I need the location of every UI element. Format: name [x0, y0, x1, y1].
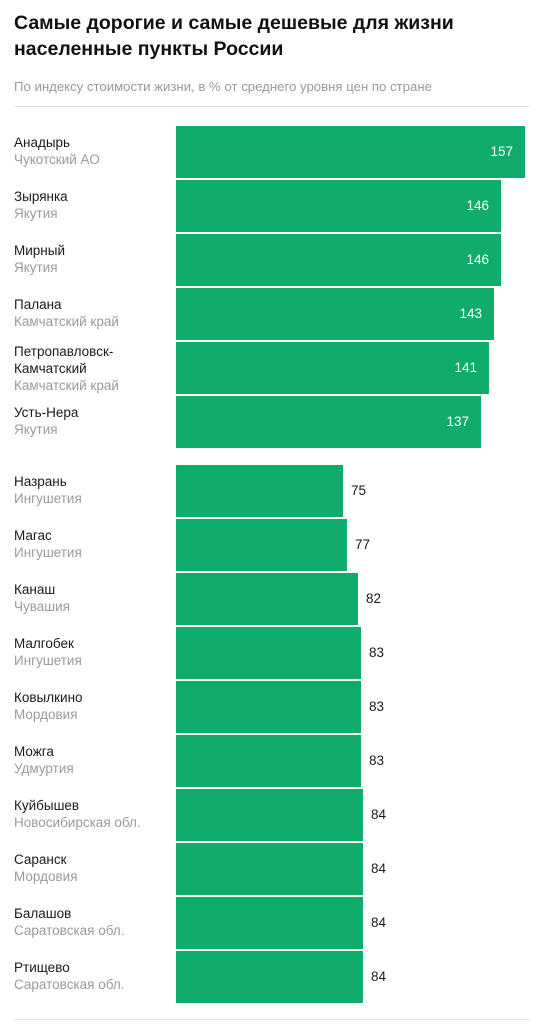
city-label: Можга [14, 744, 54, 759]
chart-title: Самые дорогие и самые дешевые для жизни … [14, 12, 454, 60]
bar-1-6 [176, 789, 363, 841]
region-label: Ингушетия [14, 491, 82, 506]
value-label: 146 [466, 198, 489, 213]
bar-0-3 [176, 288, 494, 340]
region-label: Чукотский АО [14, 152, 100, 167]
bar-1-2 [176, 573, 358, 625]
city-label: Канаш [14, 582, 56, 597]
value-label: 84 [371, 807, 387, 822]
value-label: 84 [371, 915, 387, 930]
region-label: Саратовская обл. [14, 977, 125, 992]
city-label: Магас [14, 528, 52, 543]
city-label: Зырянка [14, 189, 68, 204]
value-label: 83 [369, 753, 385, 768]
value-label: 83 [369, 645, 385, 660]
region-label: Удмуртия [14, 761, 74, 776]
region-label: Новосибирская обл. [14, 815, 141, 830]
city-label: Анадырь [14, 135, 71, 150]
region-label: Мордовия [14, 869, 78, 884]
bar-1-4 [176, 681, 361, 733]
value-label: 75 [351, 483, 367, 498]
bar-0-2 [176, 234, 501, 286]
header-divider [14, 106, 530, 107]
city-label: Петропавловск- [14, 344, 114, 359]
city-label: Назрань [14, 474, 67, 489]
bar-1-8 [176, 897, 363, 949]
bar-0-1 [176, 180, 501, 232]
value-label: 82 [366, 591, 382, 606]
region-label: Ингушетия [14, 545, 82, 560]
region-label: Мордовия [14, 707, 78, 722]
bar-1-3 [176, 627, 361, 679]
footer-divider [14, 1019, 530, 1020]
city-label: Саранск [14, 852, 67, 867]
bar-1-0 [176, 465, 343, 517]
value-label: 146 [466, 252, 489, 267]
value-label: 137 [446, 414, 469, 429]
city-label: Ковылкино [14, 690, 83, 705]
value-label: 77 [355, 537, 371, 552]
value-label: 141 [454, 360, 477, 375]
value-label: 84 [371, 969, 387, 984]
bar-1-1 [176, 519, 347, 571]
bar-1-9 [176, 951, 363, 1003]
city-label: Балашов [14, 906, 72, 921]
bar-1-7 [176, 843, 363, 895]
city-label: Куйбышев [14, 798, 80, 813]
region-label: Якутия [14, 260, 58, 275]
bar-0-5 [176, 396, 481, 448]
bar-0-4 [176, 342, 489, 394]
city-label: Усть-Нера [14, 405, 79, 420]
value-label: 84 [371, 861, 387, 876]
region-label: Саратовская обл. [14, 923, 125, 938]
value-label: 83 [369, 699, 385, 714]
region-label: Камчатский край [14, 314, 119, 329]
city-label: Палана [14, 297, 62, 312]
city-label: Малгобек [14, 636, 74, 651]
region-label: Чувашия [14, 599, 70, 614]
bar-0-0 [176, 126, 525, 178]
region-label: Камчатский край [14, 378, 119, 393]
chart-subtitle: По индексу стоимости жизни, в % от средн… [14, 79, 432, 94]
city-label: Мирный [14, 243, 65, 258]
city-label: Камчатский [14, 361, 87, 376]
region-label: Якутия [14, 422, 58, 437]
city-label: Ртищево [14, 960, 70, 975]
value-label: 143 [459, 306, 482, 321]
region-label: Ингушетия [14, 653, 82, 668]
region-label: Якутия [14, 206, 58, 221]
bar-1-5 [176, 735, 361, 787]
value-label: 157 [490, 144, 513, 159]
